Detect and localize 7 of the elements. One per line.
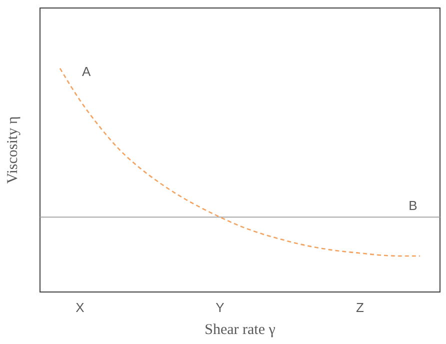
x-axis-title: Shear rate γ (204, 322, 276, 338)
x-tick-label: X (76, 300, 85, 315)
ref-line-label: B (408, 198, 418, 214)
annotation: A (82, 64, 91, 79)
x-tick-label: Y (216, 300, 225, 315)
x-tick-label: Z (356, 300, 364, 315)
y-axis-title: Viscosity η (5, 116, 21, 184)
